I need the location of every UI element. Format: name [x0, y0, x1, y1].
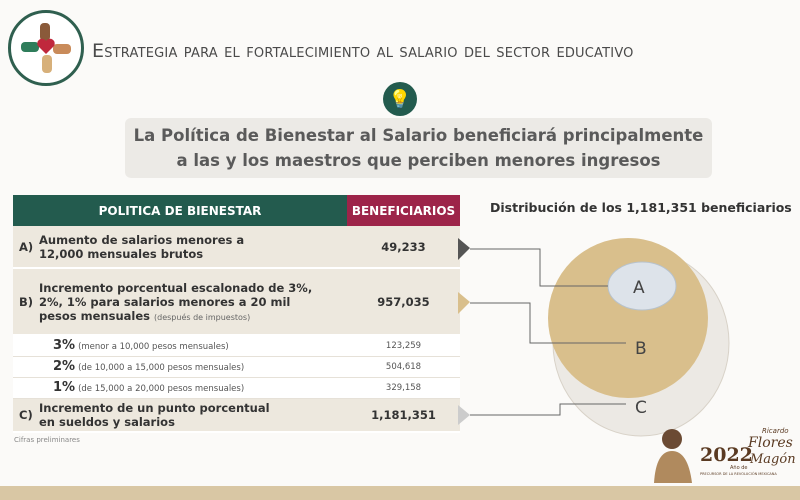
- row-key: C): [13, 398, 39, 433]
- svg-text:Magón: Magón: [749, 452, 796, 467]
- row-note: (después de impuestos): [154, 312, 251, 322]
- connector-c: [470, 403, 626, 416]
- row-key: A): [13, 226, 39, 269]
- row-value: 329,158: [347, 377, 460, 399]
- lightbulb-icon: 💡: [383, 82, 417, 116]
- col-header-beneficiaries: BENEFICIARIOS: [347, 195, 460, 226]
- row-key: B): [13, 268, 39, 336]
- subtitle-line-2: a las y los maestros que perciben menore…: [176, 151, 661, 170]
- row-text: Incremento de un punto porcentual en sue…: [39, 398, 347, 433]
- logo: [8, 10, 84, 86]
- row-pct: 1%: [53, 380, 76, 395]
- policy-table: POLITICA DE BIENESTAR BENEFICIARIOS A) Aum…: [13, 195, 460, 433]
- row-text: (de 10,000 a 15,000 pesos mensuales): [78, 363, 245, 373]
- connector-a: [470, 248, 608, 287]
- label-a: A: [633, 278, 645, 298]
- table-row: C) Incremento de un punto porcentual en s…: [13, 398, 460, 433]
- row-value: 504,618: [347, 356, 460, 378]
- row-pct: 2%: [53, 359, 76, 374]
- hands-heart-icon: [21, 23, 71, 73]
- table-row: A) Aumento de salarios menores a 12,000 m…: [13, 226, 460, 269]
- subtitle-box: La Política de Bienestar al Salario bene…: [125, 118, 712, 178]
- page-title: Estrategia para el fortalecimiento al sa…: [92, 40, 634, 62]
- arrow-c: [458, 405, 470, 425]
- table-row: 3% (menor a 10,000 pesos mensuales) 123,25…: [13, 335, 460, 357]
- table-row: 1% (de 15,000 a 20,000 pesos mensuales) 32…: [13, 377, 460, 399]
- row-value: 49,233: [347, 226, 460, 269]
- table-row: B) Incremento porcentual escalonado de 3%…: [13, 268, 460, 336]
- subtitle-line-1: La Política de Bienestar al Salario bene…: [133, 126, 704, 145]
- svg-text:2022: 2022: [700, 444, 753, 466]
- footer-band: [0, 486, 800, 500]
- row-value: 123,259: [347, 335, 460, 357]
- row-text: Aumento de salarios menores a 12,000 men…: [39, 226, 347, 269]
- arrow-b: [458, 292, 470, 314]
- col-header-policy: POLITICA DE BIENESTAR: [13, 195, 347, 226]
- label-c: C: [635, 398, 647, 418]
- flores-magon-seal: 2022 Flores Ricardo Magón Año de PRECURS…: [650, 425, 798, 483]
- row-value: 1,181,351: [347, 398, 460, 433]
- row-pct: 3%: [53, 338, 76, 354]
- row-value: 957,035: [347, 268, 460, 336]
- diagram-title: Distribución de los 1,181,351 beneficiar…: [490, 200, 792, 215]
- svg-text:Flores: Flores: [747, 435, 793, 451]
- svg-text:Ricardo: Ricardo: [762, 427, 789, 435]
- table-row: 2% (de 10,000 a 15,000 pesos mensuales) 50…: [13, 356, 460, 378]
- row-text: (menor a 10,000 pesos mensuales): [78, 342, 229, 353]
- row-text: (de 15,000 a 20,000 pesos mensuales): [78, 384, 245, 394]
- label-b: B: [635, 339, 647, 359]
- circle-b: [548, 238, 708, 398]
- arrow-a: [458, 238, 470, 260]
- row-text: Incremento porcentual escalonado de 3%, …: [39, 280, 313, 323]
- svg-text:PRECURSOR DE LA REVOLUCIÓN MEX: PRECURSOR DE LA REVOLUCIÓN MEXICANA: [700, 471, 777, 476]
- svg-text:Año de: Año de: [730, 465, 748, 471]
- connector-b: [470, 302, 626, 344]
- footnote: Cifras preliminares: [14, 436, 80, 444]
